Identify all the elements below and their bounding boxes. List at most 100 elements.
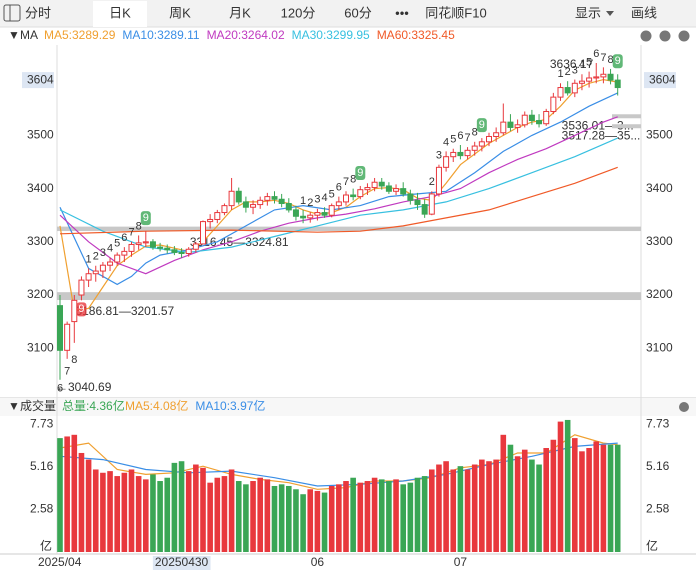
td-mark: 6 [336, 182, 342, 194]
volume-bar [457, 466, 464, 552]
td-badge [476, 118, 487, 133]
candle-body [357, 189, 364, 198]
candle-body [586, 77, 593, 82]
add-button[interactable] [640, 30, 652, 42]
td-mark: 6 [57, 383, 63, 395]
volume-bar [521, 449, 528, 552]
volume-bar [378, 479, 385, 552]
volume-bar [328, 485, 335, 552]
toolbar-button[interactable]: 画线 [631, 5, 657, 20]
tab[interactable]: 60分 [344, 5, 371, 20]
volume-bar [464, 469, 471, 552]
volume-bar [400, 484, 406, 552]
current-price-label: 3604 [27, 72, 54, 86]
volume-bar [336, 484, 342, 552]
volume-bar [507, 444, 514, 552]
y-tick-label-right: 3400 [646, 181, 673, 195]
candle-body [350, 194, 357, 198]
candle-body [393, 188, 400, 192]
volume-bar [529, 459, 535, 552]
candle-body [292, 209, 299, 217]
vol-tick-label: 2.58 [30, 502, 54, 516]
td-mark: 4 [579, 59, 585, 71]
volume-bar [135, 476, 142, 552]
tab[interactable]: 月K [229, 5, 251, 20]
candle-body [257, 199, 264, 206]
candle-body [471, 145, 478, 151]
candle-body [593, 76, 600, 79]
tab[interactable]: ••• [395, 5, 409, 20]
candle-body [207, 218, 214, 223]
y-tick-label: 3400 [27, 181, 54, 195]
candle-body [528, 114, 535, 122]
volume-bar [307, 489, 314, 552]
td-badge [76, 302, 87, 317]
td-mark: 1 [86, 253, 92, 265]
volume-bar [614, 444, 621, 552]
candle-body [521, 114, 528, 126]
volume-bar [371, 477, 378, 552]
volume-header [0, 398, 696, 416]
td-mark: 6 [593, 48, 599, 60]
td-mark: 3 [436, 150, 442, 162]
toolbar-button[interactable]: 显示 [575, 5, 601, 20]
candle-body [457, 151, 464, 157]
candle-body [250, 204, 257, 208]
td-mark: 7 [600, 52, 606, 64]
td-mark: 4 [443, 136, 449, 148]
ma-legend: MA60:3325.45 [377, 28, 455, 42]
td-mark: 9 [615, 55, 621, 67]
candle-body [307, 214, 314, 219]
candle-body [543, 110, 550, 125]
volume-bar [450, 469, 457, 552]
volume-bar [607, 444, 614, 552]
zone-label: 3186.81—3201.57 [75, 304, 174, 318]
ma-line [59, 92, 618, 286]
candle-body [114, 254, 121, 263]
volume-bar [157, 481, 163, 552]
td-mark: 9 [78, 303, 84, 315]
x-tick-label: 20250430 [155, 555, 209, 569]
extreme-label: ←3040.69 [56, 380, 112, 394]
tab[interactable]: 日K [109, 5, 131, 20]
td-mark: 3 [572, 64, 578, 76]
volume-bar [57, 438, 63, 552]
settings-button[interactable] [679, 402, 689, 412]
tab[interactable]: 120分 [281, 5, 316, 20]
volume-bar [200, 467, 206, 552]
volume-bar [564, 419, 571, 552]
tab[interactable]: 周K [169, 5, 191, 20]
volume-bar [92, 469, 99, 552]
candle-body [478, 141, 485, 147]
volume-bar [407, 482, 414, 552]
close-button[interactable] [678, 30, 690, 42]
volume-bar [64, 436, 70, 552]
td-mark: 8 [472, 127, 478, 139]
volume-bar [364, 481, 371, 552]
zone-band [612, 124, 641, 129]
tab[interactable]: 分时 [25, 5, 51, 20]
candle-body [600, 73, 607, 78]
volume-bar [572, 438, 578, 552]
x-tick-label: 06 [311, 555, 325, 569]
tab[interactable]: 同花顺F10 [425, 5, 486, 20]
volume-bar [579, 451, 585, 552]
candle-body [164, 247, 171, 251]
volume-bar [300, 494, 306, 552]
remove-button[interactable] [659, 30, 671, 42]
ma-legend: MA30:3299.95 [292, 28, 370, 42]
candle-body [121, 250, 128, 256]
td-badge [140, 211, 151, 226]
volume-bar [386, 481, 392, 552]
sidebar-toggle[interactable] [3, 4, 21, 22]
td-mark: 7 [128, 227, 134, 239]
y-tick-label: 3500 [27, 128, 54, 142]
td-mark: 2 [429, 176, 435, 188]
candle-body [171, 249, 178, 253]
candle-body [135, 242, 142, 245]
volume-bar [421, 476, 428, 552]
selected-tab [93, 1, 147, 27]
candle-body [550, 96, 557, 112]
volume-bar [414, 477, 421, 552]
volume-bar [207, 482, 213, 552]
